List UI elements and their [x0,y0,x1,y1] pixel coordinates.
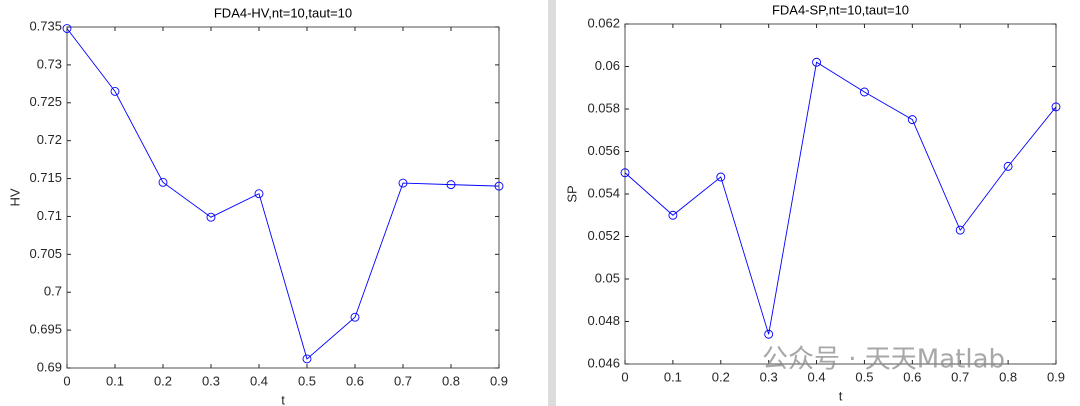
y-tick-label: 0.062 [587,15,620,30]
data-point [1051,102,1061,112]
data-point [764,329,774,339]
series-line [66,28,500,360]
y-tick-label: 0.705 [29,246,62,261]
x-tick-label: 0.7 [394,373,412,388]
data-point [716,172,726,182]
x-tick-label: 0.7 [951,369,969,384]
x-tick-label: 0.3 [760,369,778,384]
chart-title: FDA4-HV,nt=10,taut=10 [214,5,352,20]
x-tick-label: 0.5 [298,373,316,388]
data-point [1003,161,1013,171]
data-point [110,86,120,96]
x-tick-label: 0.9 [490,373,508,388]
x-tick-label: 0.4 [808,369,826,384]
data-point [446,180,456,190]
y-tick-label: 0.69 [37,359,62,374]
y-tick-label: 0.06 [595,58,620,73]
chart-title: FDA4-SP,nt=10,taut=10 [772,2,909,17]
data-point [62,24,72,33]
y-tick-label: 0.715 [29,170,62,185]
data-point [302,354,312,364]
x-axis-label: t [281,392,285,406]
data-point [812,57,822,67]
y-axis-label: SP [564,185,579,202]
series-line [624,61,1057,335]
data-point [206,212,216,222]
data-point [907,115,917,125]
data-point [859,87,869,97]
x-tick-label: 0.6 [903,369,921,384]
axes-box [66,26,500,369]
x-tick-label: 0.8 [442,373,460,388]
y-tick-label: 0.048 [587,313,620,328]
y-tick-label: 0.73 [37,56,62,71]
x-tick-label: 0.3 [202,373,220,388]
x-tick-label: 0.6 [346,373,364,388]
x-tick-label: 0 [63,373,70,388]
x-tick-label: 0.1 [106,373,124,388]
x-axis-label: t [839,388,843,403]
x-tick-label: 0.1 [664,369,682,384]
x-tick-label: 0.9 [1047,369,1065,384]
x-tick-label: 0.8 [999,369,1017,384]
watermark: 公众号 · 天天Matlab [762,345,1005,375]
x-tick-label: 0.2 [712,369,730,384]
y-tick-label: 0.72 [37,132,62,147]
y-tick-label: 0.05 [595,270,620,285]
y-tick-label: 0.052 [587,228,620,243]
x-tick-label: 0.2 [154,373,172,388]
y-tick-label: 0.735 [29,18,62,33]
data-point [350,312,360,322]
x-tick-label: 0.4 [250,373,268,388]
data-point [494,181,504,191]
y-tick-label: 0.058 [587,100,620,115]
data-point [158,177,168,187]
y-tick-label: 0.7 [44,284,62,299]
y-tick-label: 0.054 [587,185,620,200]
data-point [955,225,965,235]
data-point [254,189,264,199]
y-axis-label: HV [7,188,22,206]
data-point [668,210,678,220]
data-point [620,168,630,178]
y-tick-label: 0.695 [29,322,62,337]
divider [548,0,556,406]
axes-box [624,23,1057,365]
data-point [398,178,408,188]
y-tick-label: 0.725 [29,94,62,109]
x-tick-label: 0.5 [855,369,873,384]
y-tick-label: 0.71 [37,208,62,223]
x-tick-label: 0 [621,369,628,384]
y-tick-label: 0.056 [587,143,620,158]
y-tick-label: 0.046 [587,355,620,370]
